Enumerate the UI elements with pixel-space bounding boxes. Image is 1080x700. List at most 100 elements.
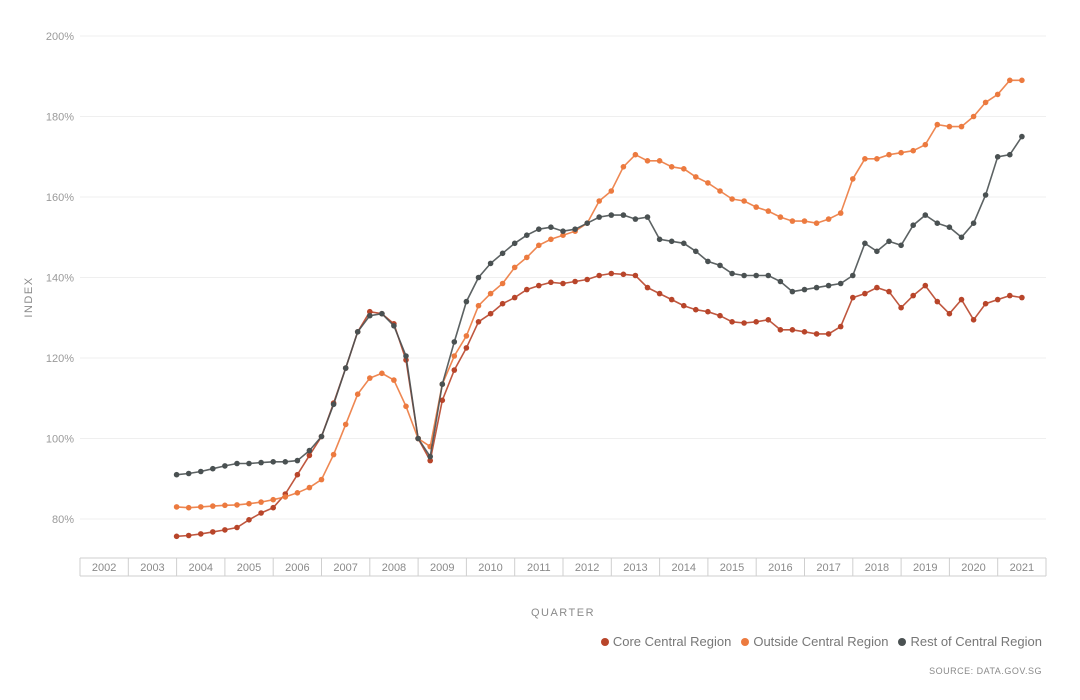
data-point[interactable] [584, 276, 590, 283]
data-point[interactable] [536, 282, 542, 289]
data-point[interactable] [487, 260, 494, 267]
data-point[interactable] [656, 290, 663, 297]
data-point[interactable] [644, 214, 651, 220]
data-point[interactable] [270, 504, 277, 511]
data-point[interactable] [258, 459, 264, 466]
data-point[interactable] [463, 333, 470, 339]
data-point[interactable] [656, 236, 663, 243]
data-point[interactable] [572, 226, 578, 232]
data-point[interactable] [765, 317, 772, 323]
data-point[interactable] [427, 453, 434, 460]
data-point[interactable] [970, 220, 977, 226]
data-point[interactable] [1007, 151, 1013, 158]
data-point[interactable] [862, 290, 868, 297]
data-point[interactable] [946, 310, 953, 317]
data-point[interactable] [862, 156, 868, 162]
data-point[interactable] [524, 286, 530, 293]
data-point[interactable] [813, 284, 820, 291]
data-point[interactable] [330, 451, 337, 458]
data-point[interactable] [886, 151, 892, 158]
data-point[interactable] [681, 302, 687, 309]
data-point[interactable] [874, 284, 880, 291]
data-point[interactable] [463, 345, 470, 351]
data-point[interactable] [777, 278, 784, 285]
data-point[interactable] [306, 447, 313, 454]
data-point[interactable] [946, 123, 953, 130]
data-point[interactable] [306, 452, 313, 459]
data-point[interactable] [379, 310, 385, 317]
data-point[interactable] [403, 403, 409, 410]
data-point[interactable] [608, 188, 615, 194]
data-point[interactable] [681, 166, 687, 172]
data-point[interactable] [874, 156, 880, 162]
data-point[interactable] [222, 527, 228, 533]
data-point[interactable] [294, 490, 301, 496]
data-point[interactable] [524, 254, 530, 261]
data-point[interactable] [958, 123, 965, 130]
data-point[interactable] [632, 272, 639, 279]
data-point[interactable] [729, 270, 735, 277]
data-point[interactable] [789, 288, 796, 295]
data-point[interactable] [270, 496, 277, 503]
data-point[interactable] [668, 238, 675, 245]
data-point[interactable] [367, 308, 373, 315]
data-point[interactable] [910, 292, 916, 299]
data-point[interactable] [258, 510, 264, 516]
data-point[interactable] [910, 222, 916, 228]
data-point[interactable] [367, 375, 373, 381]
data-point[interactable] [173, 533, 180, 540]
data-point[interactable] [644, 158, 651, 164]
data-point[interactable] [850, 176, 856, 182]
data-point[interactable] [825, 282, 832, 289]
data-point[interactable] [596, 198, 602, 204]
data-point[interactable] [668, 296, 675, 303]
data-point[interactable] [354, 329, 361, 335]
data-point[interactable] [511, 240, 518, 247]
data-point[interactable] [536, 226, 542, 232]
data-point[interactable] [765, 208, 772, 214]
data-point[interactable] [222, 502, 228, 509]
data-point[interactable] [970, 113, 977, 120]
data-point[interactable] [596, 214, 602, 220]
data-point[interactable] [1019, 294, 1025, 301]
data-point[interactable] [391, 377, 397, 383]
data-point[interactable] [210, 503, 216, 509]
data-point[interactable] [198, 531, 204, 537]
data-point[interactable] [837, 210, 844, 216]
data-point[interactable] [318, 433, 325, 440]
data-point[interactable] [342, 421, 349, 428]
data-point[interactable] [632, 151, 639, 158]
data-point[interactable] [185, 504, 192, 511]
data-point[interactable] [850, 272, 856, 279]
data-point[interactable] [451, 353, 458, 359]
data-point[interactable] [982, 99, 989, 106]
data-point[interactable] [717, 312, 723, 319]
data-point[interactable] [511, 264, 518, 271]
data-point[interactable] [825, 216, 832, 222]
data-point[interactable] [210, 529, 216, 535]
data-point[interactable] [801, 218, 808, 224]
data-point[interactable] [391, 323, 397, 329]
data-point[interactable] [753, 319, 759, 325]
legend-item-rest[interactable]: Rest of Central Region [898, 634, 1042, 649]
data-point[interactable] [439, 397, 446, 404]
data-point[interactable] [282, 459, 289, 465]
data-point[interactable] [681, 240, 687, 247]
data-point[interactable] [222, 463, 228, 469]
data-point[interactable] [306, 484, 313, 491]
data-point[interactable] [765, 272, 772, 279]
data-point[interactable] [318, 476, 325, 483]
data-point[interactable] [234, 524, 240, 531]
data-point[interactable] [717, 262, 723, 269]
data-point[interactable] [451, 339, 458, 345]
data-point[interactable] [246, 517, 252, 523]
data-point[interactable] [898, 149, 904, 156]
data-point[interactable] [234, 502, 240, 508]
data-point[interactable] [753, 272, 759, 279]
data-point[interactable] [850, 294, 856, 301]
data-point[interactable] [729, 196, 735, 202]
data-point[interactable] [705, 180, 711, 186]
data-point[interactable] [415, 435, 421, 442]
data-point[interactable] [185, 470, 192, 477]
data-point[interactable] [801, 286, 808, 293]
